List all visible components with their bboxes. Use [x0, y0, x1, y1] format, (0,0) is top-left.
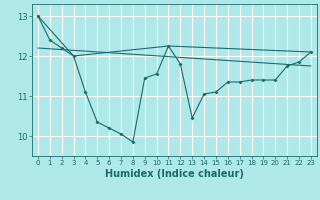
X-axis label: Humidex (Indice chaleur): Humidex (Indice chaleur)	[105, 169, 244, 179]
